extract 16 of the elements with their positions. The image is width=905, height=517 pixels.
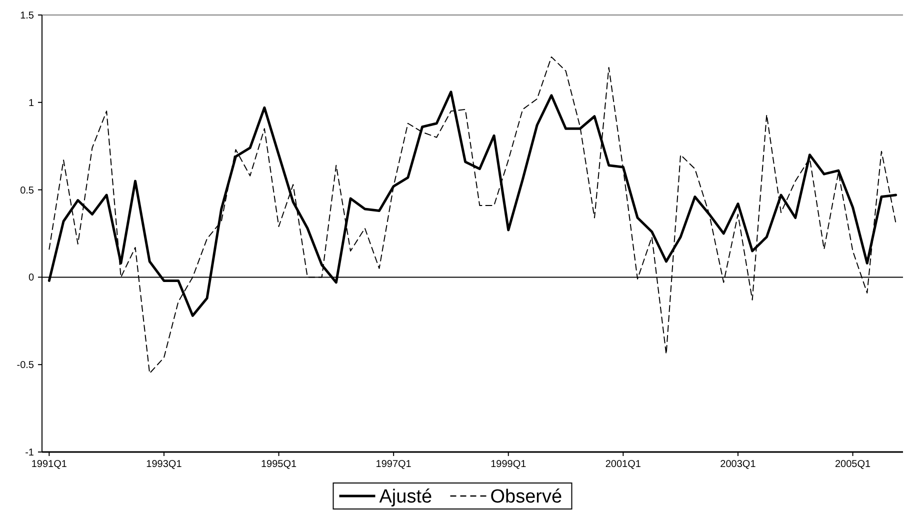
legend-label: Observé <box>490 486 562 508</box>
x-tick-label: 1991Q1 <box>31 459 68 470</box>
x-tick-label: 1993Q1 <box>146 459 182 470</box>
y-tick-label: 1 <box>28 98 34 109</box>
x-tick-label: 2005Q1 <box>834 459 872 470</box>
x-tick-label: 1995Q1 <box>260 459 298 470</box>
y-tick-label: 0.5 <box>20 185 34 196</box>
x-tick-label: 1997Q1 <box>376 459 412 470</box>
legend-label: Ajusté <box>379 486 432 508</box>
y-tick-label: 1.5 <box>20 10 34 22</box>
x-tick-label: 2003Q1 <box>720 459 756 470</box>
x-tick-label: 2001Q1 <box>605 459 642 470</box>
y-tick-label: -0.5 <box>16 360 34 372</box>
y-tick-label: -1 <box>25 448 34 458</box>
y-tick-label: 0 <box>28 272 34 284</box>
x-tick-label: 1999Q1 <box>490 459 527 470</box>
